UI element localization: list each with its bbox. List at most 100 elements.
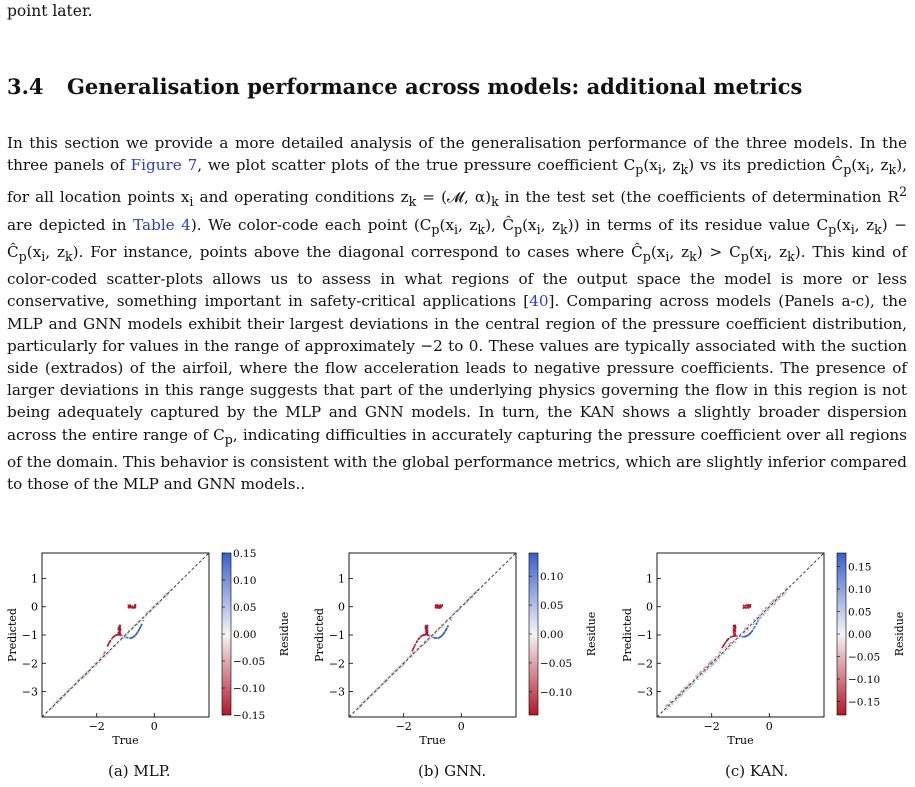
scatter-point bbox=[418, 646, 421, 649]
scatter-point bbox=[422, 634, 425, 636]
citation-40-link[interactable]: 40 bbox=[529, 292, 549, 311]
scatter-point bbox=[751, 630, 753, 633]
scatter-point bbox=[740, 635, 743, 638]
scatter-point bbox=[440, 605, 443, 608]
table-4-link[interactable]: Table 4 bbox=[133, 215, 191, 234]
scatter-point bbox=[151, 608, 154, 610]
scatter-point bbox=[744, 607, 747, 609]
scatter-point bbox=[435, 629, 438, 631]
scatter-point bbox=[458, 609, 461, 611]
figure-panel-kan: 1 0 −1 −2 −3 −2 0 True Predicted 0.15 0.10 0.05 0.00… bbox=[615, 545, 906, 780]
colorbar-tick-label: −0.10 bbox=[233, 683, 265, 695]
scatter-point bbox=[742, 635, 744, 638]
scatter-point bbox=[414, 643, 417, 646]
scatter-point bbox=[111, 637, 113, 640]
colorbar-tick-label: 0.05 bbox=[233, 602, 256, 614]
scatter-point bbox=[669, 701, 672, 703]
scatter-point bbox=[730, 636, 732, 638]
scatter-point bbox=[422, 644, 425, 646]
scatter-point bbox=[434, 606, 437, 609]
scatter-point bbox=[85, 670, 88, 673]
scatter-point bbox=[125, 633, 128, 636]
scatter-point bbox=[134, 605, 137, 608]
scatter-point bbox=[680, 694, 683, 696]
scatter-point bbox=[681, 692, 684, 695]
scatter-point bbox=[437, 605, 440, 608]
scatter-point bbox=[131, 606, 134, 609]
scatter-point bbox=[758, 614, 761, 616]
scatter-point bbox=[696, 678, 699, 681]
scatter-point bbox=[753, 627, 755, 630]
scatter-point bbox=[710, 664, 713, 666]
figure-7-link[interactable]: Figure 7 bbox=[130, 156, 198, 175]
scatter-point bbox=[390, 675, 393, 677]
scatter-point bbox=[742, 606, 745, 609]
scatter-point bbox=[732, 630, 735, 632]
x-tick-label: 0 bbox=[458, 720, 465, 733]
scatter-point bbox=[472, 594, 475, 597]
scatter-point bbox=[734, 626, 736, 628]
scatter-point bbox=[119, 624, 121, 627]
scatter-point bbox=[666, 704, 668, 706]
scatter-point bbox=[704, 670, 707, 673]
section-title: Generalisation performance across models… bbox=[67, 74, 803, 99]
y-tick-label: 0 bbox=[646, 601, 653, 614]
scatter-point bbox=[454, 611, 456, 613]
scatter-point bbox=[777, 595, 779, 598]
colorbar-tick-label: −0.15 bbox=[848, 697, 880, 709]
scatter-point bbox=[107, 643, 110, 646]
scatter-point bbox=[755, 622, 758, 625]
scatter-point bbox=[103, 652, 106, 655]
y-tick-label: −1 bbox=[22, 629, 38, 642]
scatter-point bbox=[407, 657, 410, 659]
scatter-point bbox=[139, 626, 142, 629]
scatter-point bbox=[140, 624, 143, 626]
scatter-point bbox=[118, 626, 121, 629]
scatter-point bbox=[757, 618, 760, 620]
scatter-point bbox=[397, 667, 400, 669]
scatter-point bbox=[375, 688, 378, 691]
scatter-point bbox=[773, 598, 776, 601]
section-heading: 3.4 Generalisation performance across mod… bbox=[7, 74, 802, 99]
scatter-point bbox=[671, 703, 674, 705]
scatter-point bbox=[722, 653, 725, 655]
scatter-point bbox=[734, 641, 737, 644]
x-tick-label: 0 bbox=[766, 720, 773, 733]
scatter-point bbox=[734, 624, 737, 627]
colorbar-tick-label: 0.15 bbox=[233, 548, 256, 560]
scatter-point bbox=[111, 646, 114, 649]
x-tick-label: −2 bbox=[396, 720, 412, 733]
scatter-point bbox=[133, 606, 135, 609]
scatter-point bbox=[117, 633, 120, 636]
scatter-points bbox=[49, 588, 173, 710]
x-tick-label: −2 bbox=[89, 720, 105, 733]
scatter-point bbox=[710, 660, 713, 663]
scatter-point bbox=[780, 593, 783, 596]
scatter-point bbox=[437, 637, 440, 639]
scatter-point bbox=[136, 622, 139, 624]
scatter-point bbox=[776, 596, 778, 599]
y-tick-label: −1 bbox=[637, 629, 653, 642]
scatter-point bbox=[440, 626, 443, 628]
colorbar-label: Residue bbox=[893, 612, 906, 657]
scatter-point bbox=[723, 650, 726, 653]
scatter-point bbox=[120, 634, 123, 637]
colorbar-label: Residue bbox=[585, 612, 597, 657]
scatter-point bbox=[454, 612, 457, 615]
x-axis-label: True bbox=[727, 734, 753, 747]
scatter-point bbox=[682, 688, 685, 691]
colorbar-tick-label: 0.00 bbox=[848, 629, 871, 641]
scatter-point bbox=[673, 700, 676, 702]
scatter-point bbox=[769, 602, 772, 605]
scatter-point bbox=[743, 628, 746, 631]
colorbar-tick-label: 0.10 bbox=[233, 575, 256, 587]
scatter-point bbox=[747, 603, 750, 606]
scatter-plot-gnn: 1 0 −1 −2 −3 −2 0 True Predicted 0.10 0.05 0.00 −0.0… bbox=[313, 552, 597, 747]
scatter-point bbox=[764, 611, 767, 614]
scatter-point bbox=[785, 587, 788, 590]
colorbar-tick-label: −0.10 bbox=[540, 687, 572, 699]
scatter-point bbox=[747, 624, 750, 626]
scatter-point bbox=[108, 651, 111, 653]
scatter-point bbox=[688, 686, 691, 689]
scatter-point bbox=[695, 675, 697, 678]
